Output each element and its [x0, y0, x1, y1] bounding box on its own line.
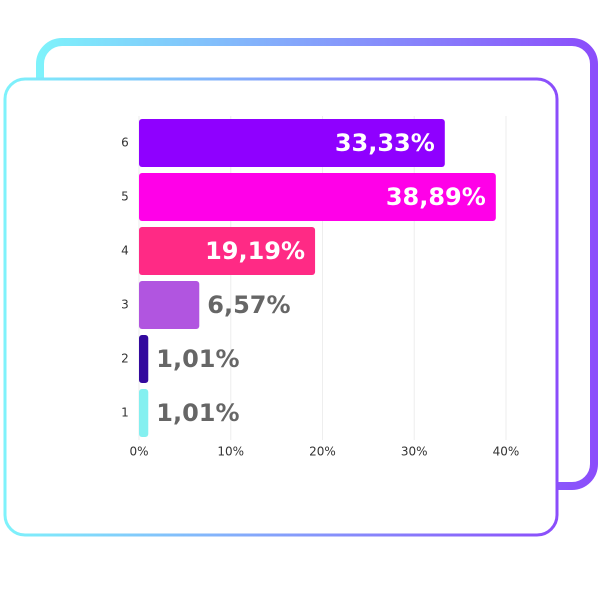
- x-tick-label: 10%: [217, 445, 244, 459]
- value-label: 1,01%: [156, 399, 239, 427]
- y-tick-label: 1: [121, 406, 129, 420]
- bar: [139, 227, 316, 275]
- value-label: 1,01%: [156, 345, 239, 373]
- bar: [139, 335, 149, 383]
- value-label: 38,89%: [386, 183, 486, 211]
- value-label: 19,19%: [205, 237, 305, 265]
- plot: 0% 10% 20% 30% 40% 6 33,33% 5 38,89% 4 19,19% 3 6,57…: [121, 116, 519, 459]
- bar: [139, 281, 200, 329]
- y-tick-label: 4: [121, 244, 129, 258]
- x-tick-label: 0%: [129, 445, 148, 459]
- y-tick-label: 3: [121, 298, 129, 312]
- x-tick-label: 20%: [309, 445, 336, 459]
- value-label: 6,57%: [207, 291, 290, 319]
- x-tick-label: 40%: [493, 445, 520, 459]
- x-tick-label: 30%: [401, 445, 428, 459]
- value-label: 33,33%: [335, 129, 435, 157]
- bar: [139, 119, 445, 167]
- y-tick-label: 6: [121, 136, 129, 150]
- y-tick-label: 5: [121, 190, 129, 204]
- bar: [139, 389, 149, 437]
- y-tick-label: 2: [121, 352, 129, 366]
- bar: [139, 173, 496, 221]
